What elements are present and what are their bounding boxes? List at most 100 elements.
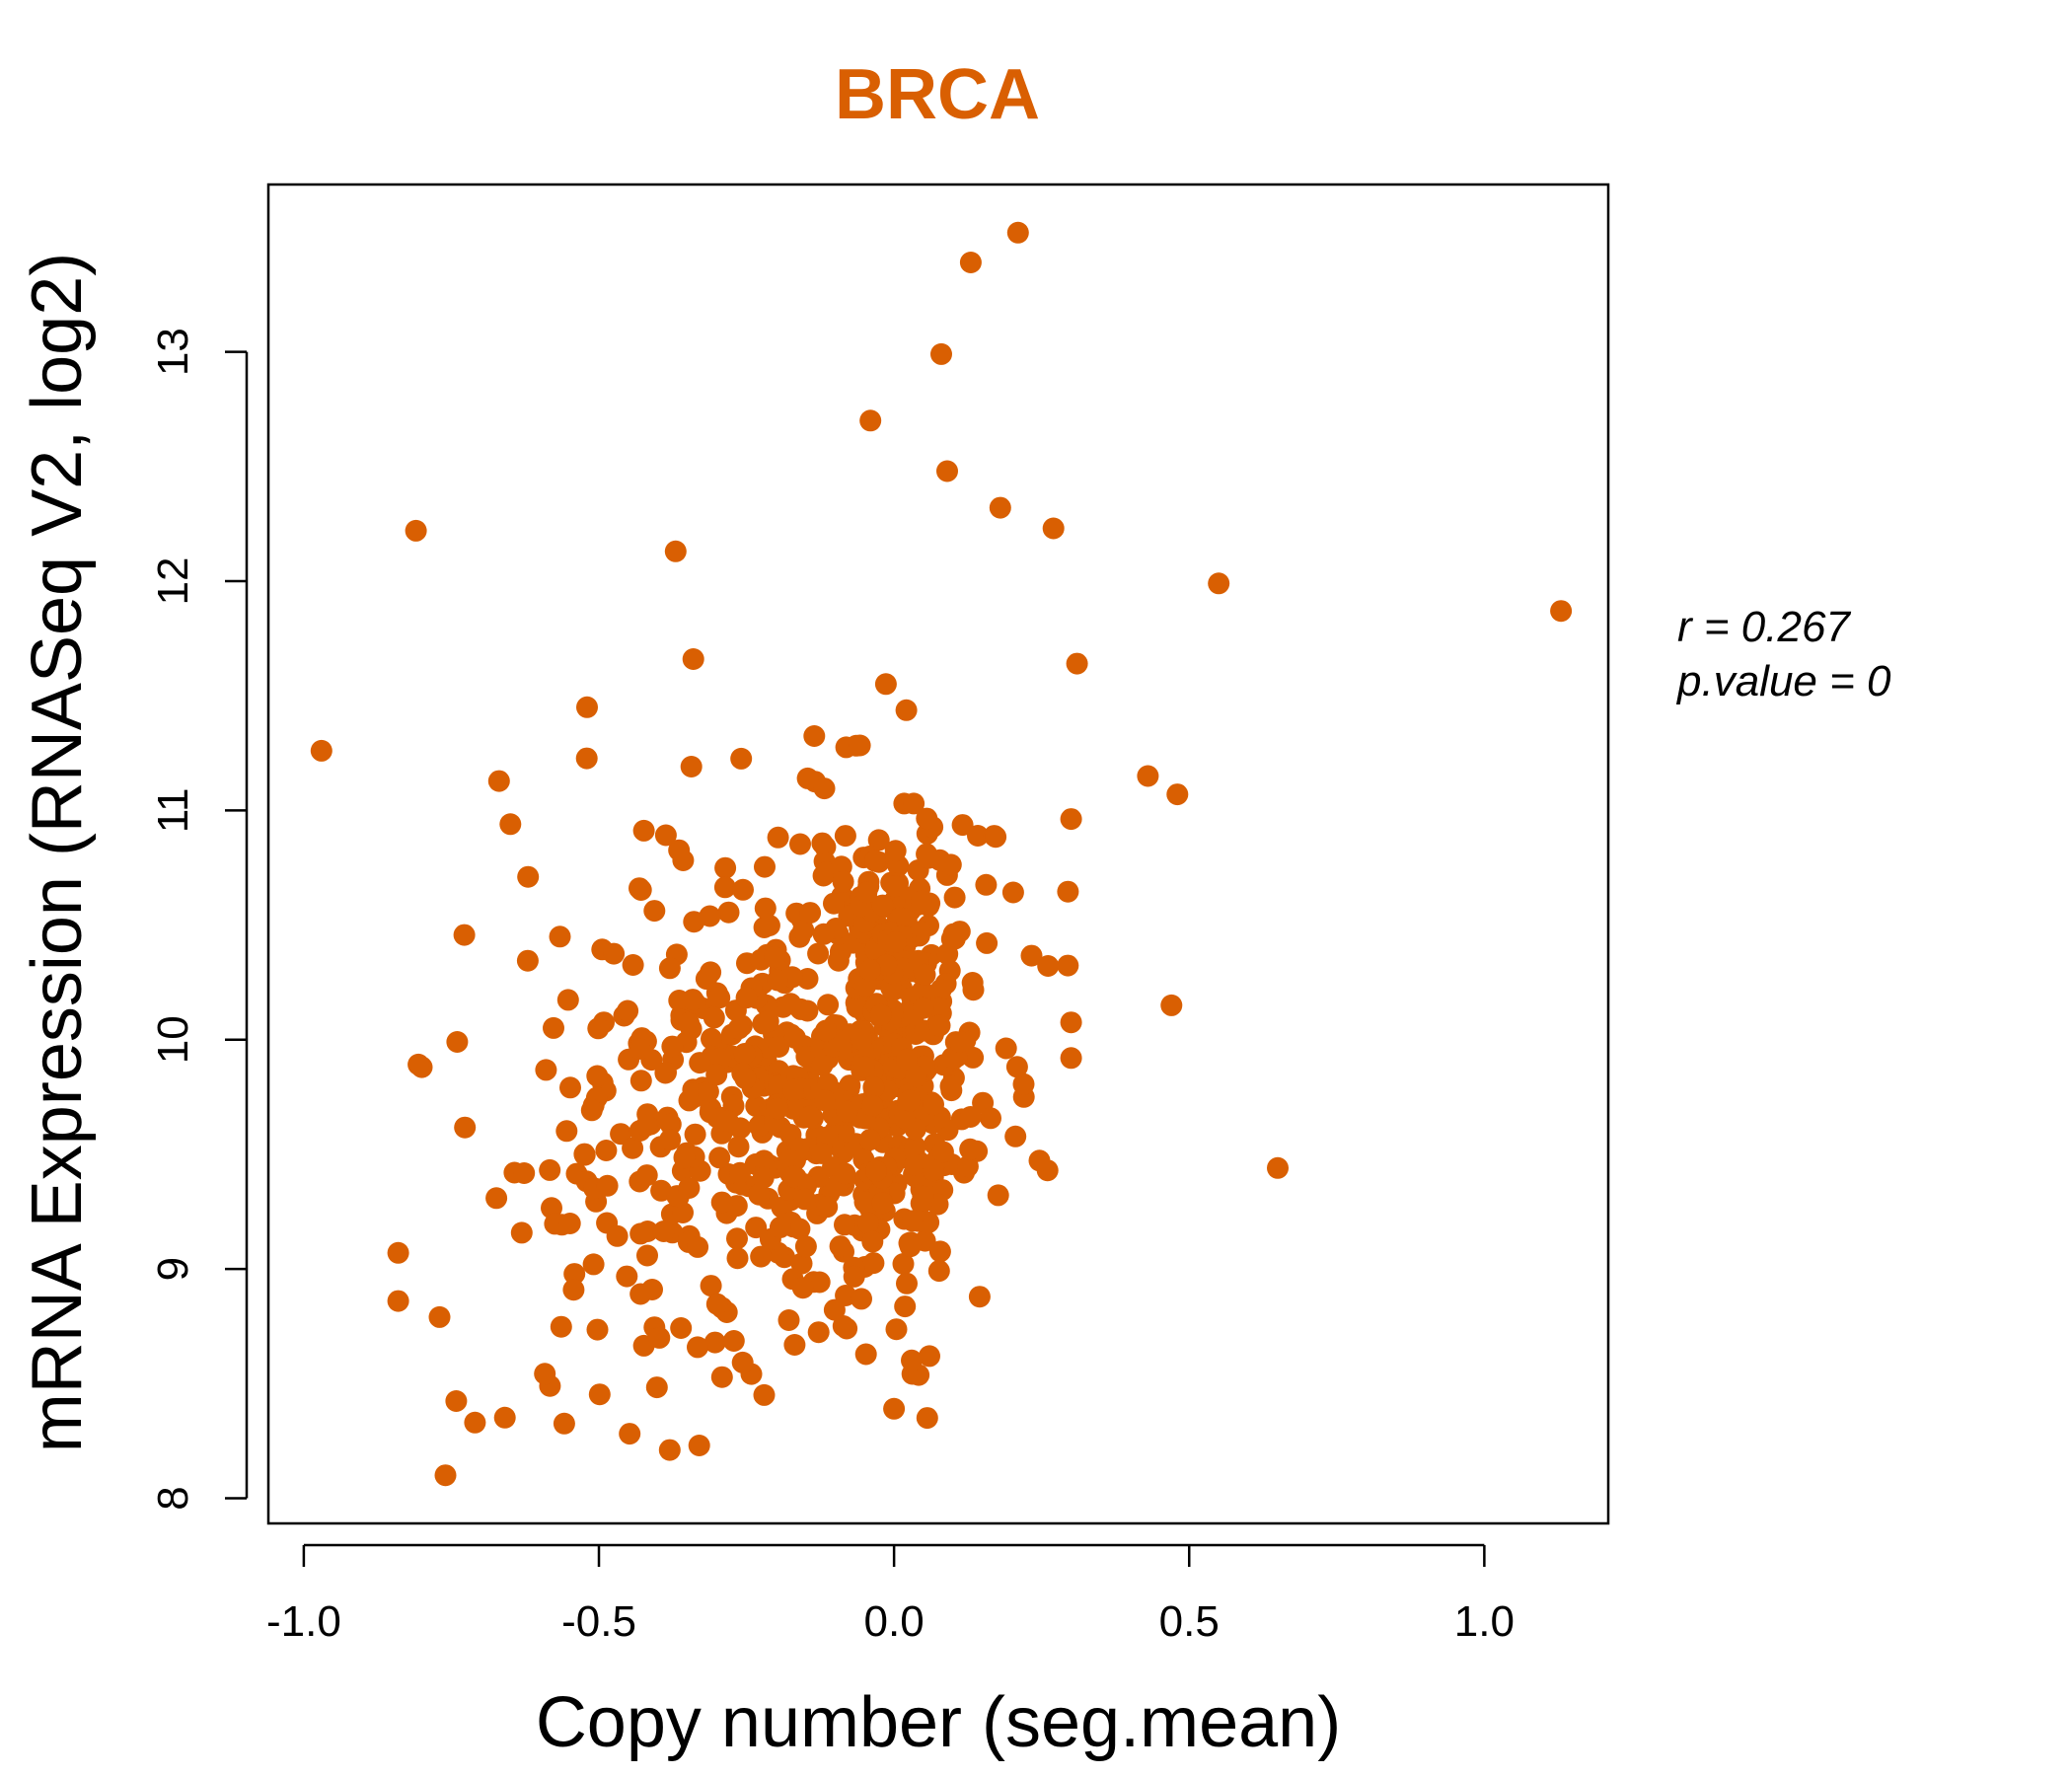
data-point <box>645 1376 668 1399</box>
data-point <box>695 968 717 991</box>
data-point <box>893 1107 916 1130</box>
data-point <box>816 1073 839 1095</box>
data-point <box>777 1309 800 1331</box>
data-point <box>793 1188 816 1211</box>
data-point <box>975 873 998 896</box>
data-point <box>930 342 952 365</box>
data-point <box>923 1093 944 1116</box>
data-point <box>549 925 571 948</box>
plot-frame <box>266 183 1610 1525</box>
data-point <box>1028 1149 1051 1172</box>
data-point <box>1137 765 1159 787</box>
data-point <box>729 1161 751 1184</box>
data-point <box>582 1253 605 1276</box>
data-point <box>898 1089 921 1112</box>
data-point <box>851 1288 872 1310</box>
y-tick-label: 8 <box>149 1486 197 1510</box>
data-point <box>1020 944 1043 967</box>
data-point <box>659 1113 682 1136</box>
data-point <box>558 1213 581 1234</box>
data-point <box>684 1123 706 1146</box>
data-point <box>595 1140 618 1161</box>
data-point <box>1066 652 1088 675</box>
data-point <box>730 747 753 770</box>
data-point <box>748 1183 771 1206</box>
data-point <box>764 946 785 969</box>
y-axis-title: mRNA Expression (RNASeq V2, log2) <box>18 253 97 1452</box>
data-point <box>808 1271 831 1294</box>
data-point <box>811 832 834 854</box>
data-point <box>752 1166 775 1189</box>
data-point <box>910 1192 932 1215</box>
data-point <box>485 1187 508 1210</box>
data-point <box>563 1263 586 1286</box>
data-point <box>1166 783 1189 806</box>
data-point <box>701 1027 722 1050</box>
data-point <box>896 1272 918 1295</box>
data-point <box>387 1290 409 1312</box>
data-point <box>903 792 925 815</box>
data-point <box>510 1221 533 1244</box>
data-point <box>778 1148 801 1171</box>
data-point <box>874 673 897 696</box>
data-point <box>961 972 984 994</box>
data-point <box>635 1114 658 1137</box>
data-point <box>865 1159 887 1182</box>
data-point <box>556 989 579 1011</box>
data-point <box>687 1336 708 1359</box>
data-point <box>871 1192 894 1215</box>
data-point <box>904 1136 926 1158</box>
data-point <box>1001 881 1024 904</box>
y-tick-label: 12 <box>149 557 197 606</box>
data-point <box>689 1052 711 1074</box>
data-point <box>899 1235 922 1258</box>
data-point <box>768 1036 790 1058</box>
data-point <box>658 1439 681 1461</box>
data-point <box>1057 880 1079 903</box>
data-point <box>867 829 890 851</box>
data-point <box>936 460 958 482</box>
data-point <box>731 1351 754 1373</box>
data-point <box>387 1241 409 1264</box>
data-point <box>816 1196 839 1219</box>
data-point <box>987 1184 1009 1207</box>
data-point <box>862 1076 885 1098</box>
data-point <box>753 1383 776 1406</box>
data-point <box>782 1097 804 1120</box>
data-point <box>813 777 836 800</box>
data-point <box>654 824 677 847</box>
data-points <box>310 221 1573 1487</box>
data-point <box>852 1056 875 1078</box>
data-point <box>705 1293 728 1315</box>
data-point <box>823 892 845 915</box>
data-point <box>939 853 962 876</box>
data-point <box>586 1065 609 1087</box>
data-point <box>562 1279 585 1301</box>
data-point <box>834 825 856 848</box>
data-point <box>783 1026 806 1049</box>
data-point <box>1267 1156 1289 1179</box>
data-point <box>810 1142 833 1164</box>
data-point <box>687 1235 709 1258</box>
data-point <box>708 1147 731 1169</box>
data-point <box>513 1162 536 1184</box>
data-point <box>985 826 1007 849</box>
data-point <box>555 1120 578 1143</box>
data-point <box>962 1046 985 1069</box>
data-point <box>727 1017 750 1040</box>
x-axis-title: Copy number (seg.mean) <box>536 1683 1341 1762</box>
data-point <box>811 1054 834 1076</box>
data-point <box>767 969 788 992</box>
data-point <box>792 919 815 941</box>
data-point <box>859 409 882 432</box>
data-point <box>796 999 819 1022</box>
data-point <box>648 1326 671 1349</box>
data-point <box>658 957 681 980</box>
data-point <box>629 1070 652 1092</box>
data-point <box>745 1217 768 1239</box>
data-point <box>672 1202 694 1223</box>
data-point <box>710 1191 733 1214</box>
data-point <box>1208 572 1230 595</box>
data-point <box>856 1212 879 1234</box>
